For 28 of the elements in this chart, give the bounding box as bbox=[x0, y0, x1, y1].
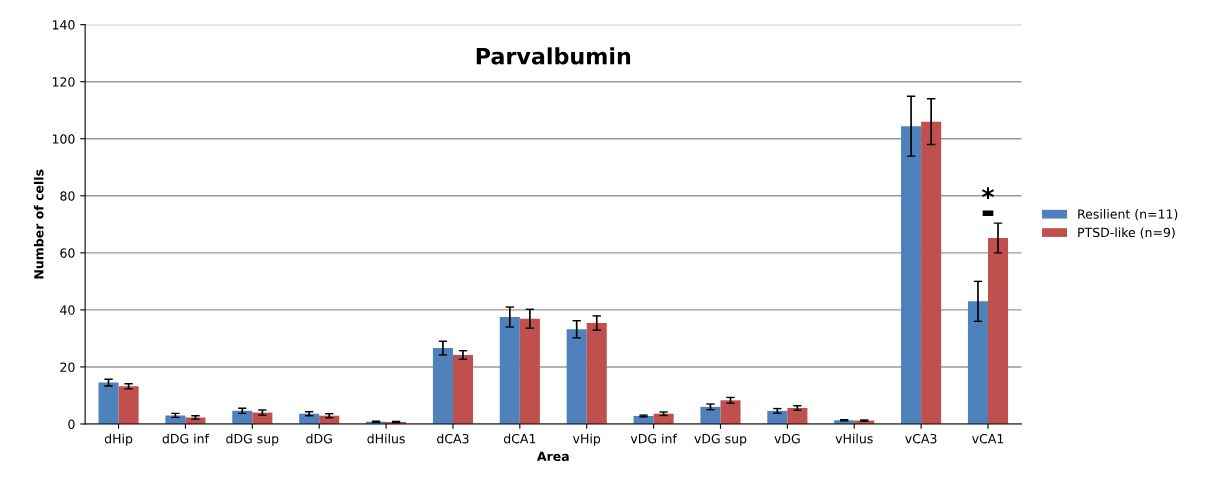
y-tick-label: 40 bbox=[60, 305, 75, 315]
x-tick-label: dCA3 bbox=[437, 433, 469, 444]
y-tick-label: 60 bbox=[60, 248, 75, 258]
x-tick-label: dDG inf bbox=[162, 433, 210, 444]
y-axis-title: Number of cells bbox=[33, 169, 44, 279]
legend-label: PTSD-like (n=9) bbox=[1078, 227, 1175, 239]
y-tick-label: 100 bbox=[52, 134, 75, 144]
x-tick-label: vDG sup bbox=[694, 433, 747, 446]
y-tick-label: 0 bbox=[68, 419, 75, 429]
x-tick-label: vCA1 bbox=[972, 433, 1004, 444]
y-tick-label: 120 bbox=[52, 77, 75, 87]
x-tick-label: dCA1 bbox=[503, 433, 536, 444]
x-tick-label: dHip bbox=[104, 433, 133, 446]
x-tick-label: vCA3 bbox=[905, 433, 937, 444]
x-tick-label: vHip bbox=[572, 433, 601, 446]
x-tick-label: dDG sup bbox=[226, 433, 279, 446]
x-axis-title: Area bbox=[536, 451, 569, 462]
x-tick-label: dDG bbox=[306, 433, 332, 444]
x-tick-label: dHilus bbox=[367, 433, 405, 444]
y-tick-label: 80 bbox=[60, 191, 75, 201]
y-tick-label: 20 bbox=[60, 362, 75, 372]
y-tick-label: 140 bbox=[52, 20, 75, 30]
x-tick-label: vDG inf bbox=[630, 433, 678, 444]
text: Parvalbumin bbox=[476, 47, 631, 65]
x-tick-label: vHilus bbox=[835, 433, 873, 444]
annotation: * bbox=[981, 187, 995, 199]
x-tick-label: vDG bbox=[774, 433, 800, 444]
legend-label: Resilient (n=11) bbox=[1078, 209, 1178, 221]
